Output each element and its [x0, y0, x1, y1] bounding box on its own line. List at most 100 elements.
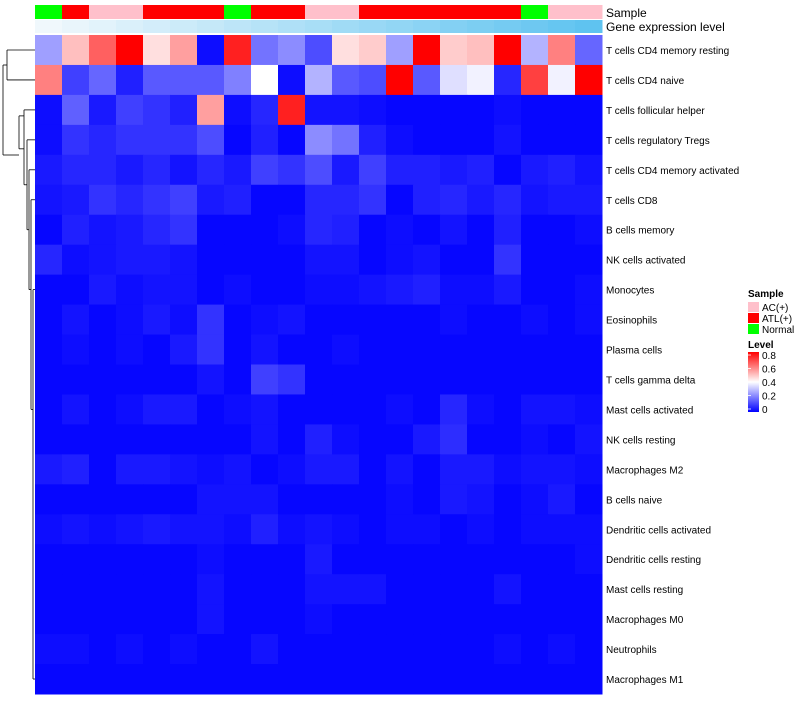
heatmap-cell	[521, 454, 549, 485]
heatmap-cell	[332, 364, 360, 395]
heatmap-cell	[251, 35, 279, 66]
expression-annotation-cell	[548, 20, 576, 33]
heatmap-cell	[170, 64, 198, 96]
heatmap-cell	[278, 394, 306, 425]
heatmap-cell	[386, 604, 414, 635]
sample-annotation-cell	[521, 5, 549, 19]
heatmap-cell	[494, 424, 522, 455]
heatmap-cell	[89, 154, 117, 186]
heatmap-cell	[521, 424, 549, 455]
heatmap-cell	[35, 664, 63, 695]
heatmap-cell	[116, 184, 144, 216]
expression-annotation-cell	[143, 20, 171, 33]
heatmap-cell	[521, 244, 549, 276]
row-label: T cells gamma delta	[606, 375, 696, 386]
heatmap-cell	[332, 64, 360, 96]
heatmap-cell	[521, 94, 549, 126]
heatmap-cell	[251, 454, 279, 485]
heatmap-cell	[251, 274, 279, 306]
heatmap-cell	[575, 604, 603, 635]
heatmap-cell	[386, 244, 414, 276]
heatmap-cell	[224, 184, 252, 216]
heatmap-cell	[521, 544, 549, 575]
heatmap-cell	[305, 604, 333, 635]
heatmap-cell	[386, 124, 414, 156]
heatmap-cell	[467, 664, 495, 695]
heatmap-cell	[62, 364, 90, 395]
sample-legend-swatch	[748, 302, 759, 312]
heatmap-cell	[224, 35, 252, 66]
heatmap-cell	[116, 244, 144, 276]
heatmap-cell	[251, 424, 279, 455]
heatmap-cell	[143, 94, 171, 126]
heatmap-cell	[413, 634, 441, 665]
heatmap-cell	[494, 454, 522, 485]
sample-annotation-cell	[170, 5, 198, 19]
heatmap-cell	[494, 484, 522, 515]
heatmap-cell	[278, 364, 306, 395]
heatmap-cell	[278, 634, 306, 665]
heatmap-cell	[224, 94, 252, 126]
heatmap-cell	[332, 514, 360, 545]
heatmap-cell	[494, 184, 522, 216]
heatmap-cell	[548, 304, 576, 336]
heatmap-cell	[413, 274, 441, 306]
heatmap-cell	[251, 214, 279, 246]
expression-annotation-cell	[521, 20, 549, 33]
sample-annotation-cell	[548, 5, 576, 19]
heatmap-cell	[440, 304, 468, 336]
sample-annotation-cell	[62, 5, 90, 19]
expression-annotation-cell	[35, 20, 63, 33]
expression-annotation-cell	[278, 20, 306, 33]
heatmap-cell	[278, 484, 306, 515]
expression-annotation-cell	[62, 20, 90, 33]
heatmap-cell	[170, 364, 198, 395]
heatmap-cell	[305, 244, 333, 276]
heatmap-cell	[494, 124, 522, 156]
heatmap-cell	[548, 184, 576, 216]
sample-annotation-cell	[440, 5, 468, 19]
heatmap-cell	[548, 274, 576, 306]
heatmap-cell	[548, 664, 576, 695]
heatmap-cell	[116, 394, 144, 425]
heatmap-cell	[143, 364, 171, 395]
heatmap-cell	[494, 514, 522, 545]
sample-annotation-cell	[35, 5, 63, 19]
heatmap-cell	[548, 244, 576, 276]
heatmap-cell	[143, 274, 171, 306]
heatmap-cell	[197, 394, 225, 425]
heatmap-cell	[548, 35, 576, 66]
heatmap-cell	[197, 334, 225, 365]
heatmap-cell	[440, 424, 468, 455]
heatmap-cell	[197, 514, 225, 545]
heatmap-cell	[332, 94, 360, 126]
heatmap-cell	[332, 214, 360, 246]
heatmap-cell	[89, 274, 117, 306]
heatmap-cell	[251, 544, 279, 575]
heatmap-cell	[359, 244, 387, 276]
heatmap-cell	[359, 424, 387, 455]
heatmap-cell	[332, 604, 360, 635]
heatmap-cell	[197, 94, 225, 126]
heatmap-cell	[467, 424, 495, 455]
heatmap-cell	[62, 394, 90, 425]
heatmap-cell	[116, 304, 144, 336]
level-tick-label: 0.6	[762, 365, 776, 376]
heatmap-cell	[89, 214, 117, 246]
heatmap-cell	[548, 424, 576, 455]
heatmap-cell	[305, 424, 333, 455]
heatmap-cell	[359, 94, 387, 126]
heatmap-cell	[170, 184, 198, 216]
sample-annotation-cell	[197, 5, 225, 19]
heatmap-cell	[278, 664, 306, 695]
heatmap-cell	[251, 394, 279, 425]
heatmap-cell	[494, 64, 522, 96]
heatmap-cell	[143, 514, 171, 545]
heatmap-cell	[197, 154, 225, 186]
heatmap-cell	[278, 424, 306, 455]
heatmap-cell	[575, 35, 603, 66]
sample-annotation-cell	[413, 5, 441, 19]
heatmap-cell	[332, 634, 360, 665]
heatmap-cell	[494, 634, 522, 665]
row-label: T cells CD4 naive	[606, 76, 685, 87]
